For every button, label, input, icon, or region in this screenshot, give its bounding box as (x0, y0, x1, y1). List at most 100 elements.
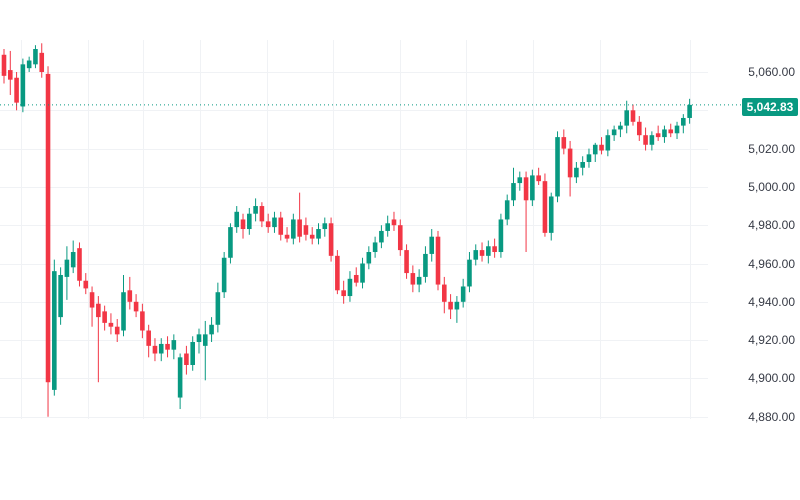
candle-down (7, 70, 13, 80)
candle-up (649, 135, 655, 145)
candle-up (586, 154, 592, 163)
candle-up (473, 250, 479, 260)
candle-up (662, 129, 667, 138)
candle-up (454, 301, 460, 310)
candle-up (504, 200, 510, 220)
candle-up (221, 257, 227, 293)
candle-up (26, 60, 32, 69)
candle-up (429, 236, 435, 254)
candle-up (681, 117, 686, 126)
candle-up (592, 144, 598, 155)
price-axis[interactable]: 5,060.005,040.005,020.005,000.004,980.00… (710, 0, 800, 500)
candle-down (442, 284, 447, 302)
candle-up (70, 252, 76, 268)
candle-down (599, 144, 604, 151)
candle-down (133, 301, 139, 312)
candle-up (33, 49, 38, 65)
candle-up (372, 242, 378, 253)
candle-down (636, 121, 642, 136)
candle-down (668, 129, 674, 134)
candle-up (486, 246, 491, 256)
price-tick-label: 4,980.00 (748, 218, 795, 233)
candle-up (498, 219, 504, 253)
price-tick-label: 4,940.00 (748, 294, 795, 309)
candle-up (196, 334, 202, 343)
candle-down (448, 301, 453, 310)
candle-up (511, 183, 516, 201)
candle-down (643, 135, 648, 145)
candle-up (247, 213, 252, 230)
candle-down (410, 273, 416, 285)
candle-down (114, 326, 120, 335)
candle-up (618, 125, 623, 130)
candle-down (297, 219, 302, 237)
candle-up (121, 292, 126, 331)
candle-down (278, 217, 284, 235)
price-tick-label: 4,920.00 (748, 333, 795, 348)
candle-up (58, 274, 63, 318)
candle-up (202, 334, 208, 346)
candle-up (611, 129, 617, 136)
candle-down (561, 137, 567, 149)
candle-up (416, 276, 422, 285)
candle-down (77, 248, 82, 281)
candle-down (353, 274, 359, 283)
candle-up (234, 211, 240, 228)
candle-down (146, 330, 151, 346)
candle-up (360, 263, 365, 283)
candle-up (423, 253, 428, 277)
candle-up (322, 223, 328, 230)
last-price-value: 5,042.83 (746, 100, 794, 114)
candle-down (240, 219, 246, 230)
candle-down (303, 225, 309, 235)
candle-up (253, 206, 258, 214)
candle-up (347, 278, 353, 297)
candle-up (64, 259, 70, 277)
candle-down (284, 234, 290, 239)
candle-down (630, 110, 636, 122)
candle-down (102, 311, 107, 323)
candle-up (580, 162, 585, 168)
candle-down (655, 133, 661, 138)
candle-down (1, 54, 7, 76)
candle-down (397, 225, 403, 251)
candle-down (479, 250, 485, 256)
candle-down (404, 250, 409, 274)
candle-down (184, 353, 189, 365)
candle-down (567, 148, 573, 178)
candle-up (687, 104, 692, 118)
candle-down (39, 52, 45, 72)
candle-down (542, 181, 548, 233)
candle-down (140, 311, 145, 331)
candle-down (96, 303, 101, 318)
price-tick-label: 5,060.00 (748, 65, 795, 79)
candle-down (83, 280, 89, 289)
candle-up (555, 137, 560, 197)
candle-up (272, 217, 277, 228)
price-tick-label: 4,960.00 (748, 256, 795, 271)
candle-up (215, 292, 221, 325)
candle-up (548, 196, 554, 233)
candle-down (45, 73, 51, 383)
candle-down (108, 322, 114, 327)
candle-up (517, 177, 523, 184)
candle-down (435, 236, 441, 285)
candle-up (460, 286, 466, 302)
price-tick-label: 4,900.00 (748, 371, 795, 386)
candle-up (228, 227, 233, 258)
candle-down (492, 246, 497, 253)
candle-up (177, 357, 183, 398)
candle-up (624, 110, 630, 126)
candle-up (291, 219, 296, 239)
candle-down (14, 77, 19, 103)
candle-up (467, 259, 472, 287)
price-tick-label: 5,000.00 (748, 179, 795, 194)
candle-down (265, 221, 271, 228)
candle-down (328, 223, 334, 256)
candle-up (379, 230, 384, 243)
candle-up (530, 175, 535, 201)
candle-up (209, 324, 214, 335)
last-price-badge: 5,042.83 (742, 98, 798, 116)
